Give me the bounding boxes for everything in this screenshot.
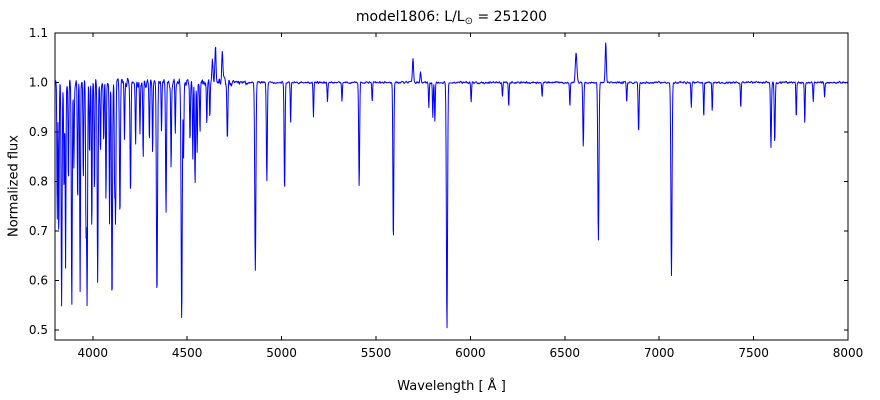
x-tick-label: 6000 — [455, 346, 486, 360]
spectrum-line — [54, 42, 849, 329]
x-tick-label: 7000 — [644, 346, 675, 360]
chart-title: model1806: L/L⊙ = 251200 — [55, 9, 848, 27]
x-tick-label: 5500 — [361, 346, 392, 360]
x-tick-label: 7500 — [738, 346, 769, 360]
x-axis-label: Wavelength [ Å ] — [397, 379, 506, 394]
x-tick-label: 6500 — [550, 346, 581, 360]
x-tick-label: 5000 — [266, 346, 297, 360]
y-tick-label: 0.7 — [29, 224, 48, 238]
x-tick-label: 4000 — [77, 346, 108, 360]
y-axis-label: Normalized flux — [6, 135, 22, 237]
chart-title-value: = 251200 — [473, 9, 548, 25]
chart-title-text: model1806: L/L — [355, 9, 465, 25]
plot-frame — [54, 32, 849, 341]
y-tick-label: 1.0 — [29, 76, 48, 90]
x-tick-label: 4500 — [172, 346, 203, 360]
sun-symbol: ⊙ — [464, 16, 474, 27]
y-tick-label: 0.9 — [29, 125, 48, 139]
x-tick-label: 8000 — [833, 346, 864, 360]
y-tick-label: 0.6 — [29, 274, 48, 288]
y-tick-label: 1.1 — [29, 26, 48, 40]
y-tick-label: 0.5 — [29, 323, 48, 337]
y-tick-label: 0.8 — [29, 175, 48, 189]
